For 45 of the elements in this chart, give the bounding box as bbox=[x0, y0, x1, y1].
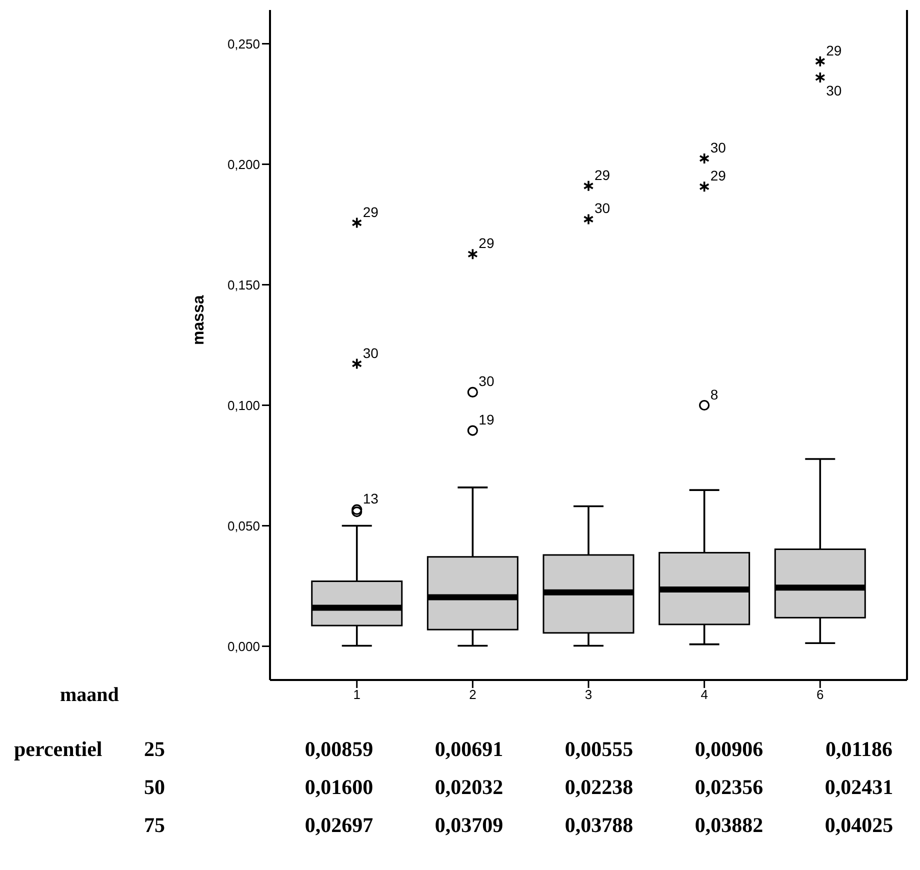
annotation: 30 bbox=[594, 200, 610, 216]
x-tick-label: 6 bbox=[816, 687, 824, 702]
y-tick-label: 0,150 bbox=[227, 277, 260, 292]
annotation: 19 bbox=[478, 412, 494, 428]
text: 0,00555 bbox=[564, 736, 634, 763]
annotation: 29 bbox=[826, 42, 842, 58]
text: 0,04025 bbox=[824, 812, 894, 839]
text: 25 bbox=[144, 736, 166, 763]
x-tick-label: 2 bbox=[469, 687, 476, 702]
text: 0,03788 bbox=[564, 812, 634, 839]
text: maand bbox=[60, 684, 119, 707]
annotation: 30 bbox=[826, 82, 842, 98]
text: 0,03882 bbox=[694, 812, 764, 839]
y-tick-label: 0,050 bbox=[227, 518, 260, 534]
annotation: 29 bbox=[594, 166, 610, 183]
text: 0,00691 bbox=[434, 736, 504, 763]
annotation: 29 bbox=[478, 235, 494, 252]
x-tick-label: 4 bbox=[700, 687, 708, 702]
annotation: 30 bbox=[478, 373, 494, 390]
text: 0,01600 bbox=[304, 774, 374, 801]
text: 0,02697 bbox=[304, 812, 374, 839]
y-tick-label: 0,100 bbox=[227, 398, 260, 413]
text: 0,00859 bbox=[304, 736, 374, 763]
annotation: 29 bbox=[362, 204, 379, 220]
annotation: 30 bbox=[362, 344, 379, 361]
text: 0,02032 bbox=[434, 774, 504, 801]
annotation: 8 bbox=[710, 386, 718, 402]
y-tick-label: 0,000 bbox=[227, 638, 260, 654]
text: 0,02431 bbox=[824, 774, 894, 801]
y-tick-label: 0,200 bbox=[227, 156, 260, 172]
text: 0,00906 bbox=[694, 736, 764, 763]
text: 0,02356 bbox=[694, 774, 764, 801]
y-axis-title: massa bbox=[190, 295, 208, 345]
text: 50 bbox=[144, 774, 166, 801]
text: percentiel bbox=[14, 736, 104, 763]
text: 0,03709 bbox=[434, 812, 504, 839]
annotation: 29 bbox=[710, 168, 726, 184]
annotation: 30 bbox=[710, 139, 726, 156]
annotation: 13 bbox=[362, 490, 379, 507]
text: 0,02238 bbox=[564, 774, 634, 801]
text: 75 bbox=[144, 812, 166, 839]
text: 0,01186 bbox=[824, 736, 894, 763]
y-tick-label: 0,250 bbox=[227, 36, 260, 52]
x-tick-label: 3 bbox=[584, 687, 592, 702]
x-tick-label: 1 bbox=[353, 687, 360, 702]
